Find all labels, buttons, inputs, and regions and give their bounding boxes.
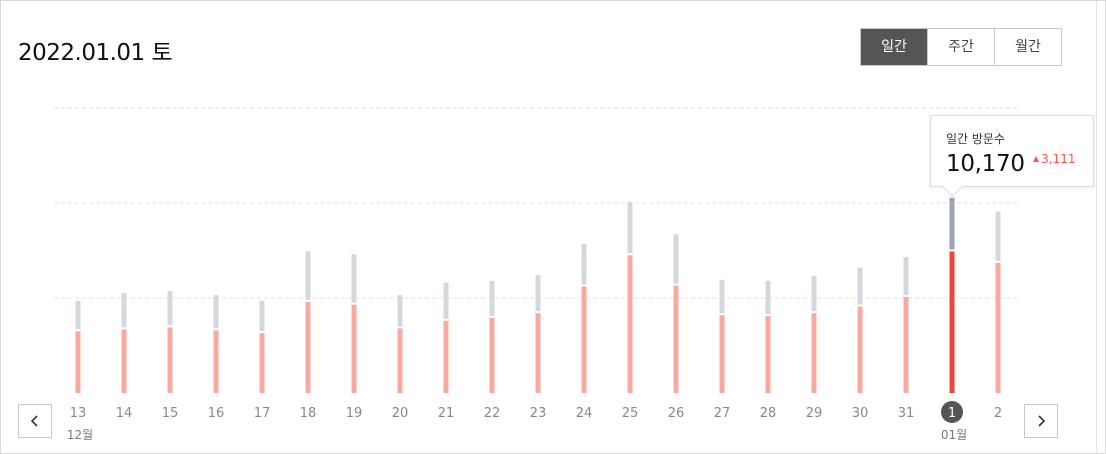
bar-visits[interactable]: [121, 329, 127, 393]
bar-visits[interactable]: [397, 328, 403, 393]
x-tick-label[interactable]: 23: [530, 406, 547, 421]
tab-weekly[interactable]: 주간: [927, 29, 994, 65]
bar-visits[interactable]: [949, 251, 955, 393]
period-toggle: 일간 주간 월간: [860, 28, 1062, 66]
bar-segment-top[interactable]: [995, 211, 1001, 261]
bar-visits[interactable]: [167, 327, 173, 393]
bar-visits[interactable]: [535, 313, 541, 393]
bar-visits[interactable]: [857, 306, 863, 393]
x-tick-label[interactable]: 16: [208, 406, 225, 421]
bar-visits[interactable]: [443, 320, 449, 393]
bar-segment-top[interactable]: [489, 280, 495, 316]
bar-segment-top[interactable]: [75, 300, 81, 330]
bar-segment-top[interactable]: [443, 282, 449, 319]
x-tick-label[interactable]: 14: [116, 406, 133, 421]
x-tick-label[interactable]: 1: [948, 406, 956, 421]
tab-monthly[interactable]: 월간: [994, 29, 1061, 65]
bar-visits[interactable]: [995, 262, 1001, 393]
bar-visits[interactable]: [673, 285, 679, 393]
bar-visits[interactable]: [811, 313, 817, 393]
bar-visits[interactable]: [213, 330, 219, 393]
bar-visits[interactable]: [765, 316, 771, 393]
bar-visits[interactable]: [351, 304, 357, 393]
daily-visits-tooltip: 일간 방문수 10,170 ▲ 3,111: [930, 115, 1094, 198]
x-tick-label[interactable]: 25: [622, 406, 639, 421]
bar-segment-top[interactable]: [213, 295, 219, 329]
date-title: 2022.01.01 토: [18, 40, 173, 66]
bar-visits[interactable]: [259, 333, 265, 393]
bar-segment-top[interactable]: [167, 291, 173, 326]
triangle-up-icon: ▲: [1033, 154, 1040, 163]
bar-segment-top[interactable]: [259, 300, 265, 332]
bar-segment-top[interactable]: [673, 234, 679, 284]
bar-visits[interactable]: [719, 315, 725, 393]
bar-segment-top[interactable]: [719, 279, 725, 314]
x-tick-label[interactable]: 19: [346, 406, 363, 421]
x-tick-label[interactable]: 30: [852, 406, 869, 421]
x-tick-label[interactable]: 26: [668, 406, 685, 421]
x-tick-label[interactable]: 20: [392, 406, 409, 421]
tooltip-value: 10,170: [946, 151, 1025, 177]
tab-daily[interactable]: 일간: [861, 29, 927, 65]
tooltip-change: ▲ 3,111: [1033, 152, 1076, 166]
bar-visits[interactable]: [903, 297, 909, 393]
bar-segment-top[interactable]: [765, 280, 771, 315]
month-label: 01월: [941, 428, 967, 442]
x-tick-label[interactable]: 2: [994, 406, 1002, 421]
month-label: 12월: [67, 428, 93, 442]
tooltip-label: 일간 방문수: [946, 132, 1006, 146]
bar-segment-top[interactable]: [857, 267, 863, 305]
bar-segment-top[interactable]: [397, 295, 403, 327]
x-tick-label[interactable]: 21: [438, 406, 455, 421]
x-tick-label[interactable]: 28: [760, 406, 777, 421]
bar-segment-top[interactable]: [627, 201, 633, 254]
bar-visits[interactable]: [305, 301, 311, 393]
x-tick-label[interactable]: 31: [898, 406, 915, 421]
x-tick-label[interactable]: 27: [714, 406, 731, 421]
bar-visits[interactable]: [75, 331, 81, 393]
bar-segment-top[interactable]: [305, 251, 311, 300]
x-tick-label[interactable]: 24: [576, 406, 593, 421]
prev-button[interactable]: [18, 404, 52, 438]
next-button[interactable]: [1024, 404, 1058, 438]
x-tick-label[interactable]: 18: [300, 406, 317, 421]
selected-day-marker[interactable]: [941, 401, 963, 423]
bar-segment-top[interactable]: [811, 276, 817, 312]
bar-segment-top[interactable]: [121, 293, 127, 328]
bar-segment-top[interactable]: [581, 243, 587, 285]
bar-visits[interactable]: [489, 317, 495, 393]
bar-visits[interactable]: [581, 286, 587, 393]
x-tick-label[interactable]: 29: [806, 406, 823, 421]
x-tick-label[interactable]: 17: [254, 406, 271, 421]
bar-segment-top[interactable]: [949, 197, 955, 250]
chevron-left-icon: [30, 415, 38, 427]
tooltip-change-value: 3,111: [1041, 152, 1076, 166]
x-tick-label[interactable]: 15: [162, 406, 179, 421]
x-tick-label[interactable]: 22: [484, 406, 501, 421]
bar-segment-top[interactable]: [903, 257, 909, 296]
bar-visits[interactable]: [627, 255, 633, 393]
chevron-right-icon: [1038, 415, 1046, 427]
scrollbar-track[interactable]: [1096, 1, 1105, 453]
bar-segment-top[interactable]: [351, 254, 357, 303]
bar-segment-top[interactable]: [535, 275, 541, 312]
x-tick-label[interactable]: 13: [70, 406, 87, 421]
